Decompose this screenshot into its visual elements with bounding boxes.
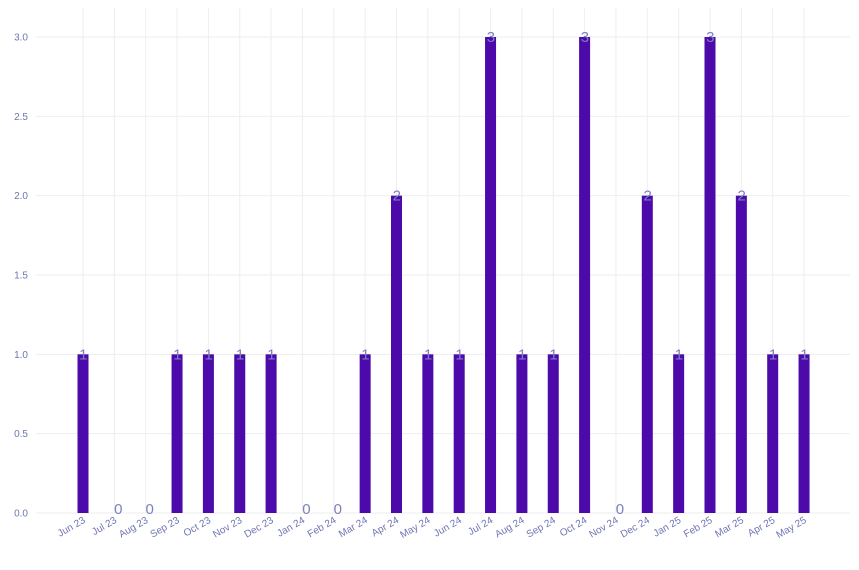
data-label: 2 bbox=[393, 188, 401, 205]
x-tick-label: Aug 23 bbox=[117, 515, 150, 541]
bar bbox=[547, 354, 559, 513]
data-label: 1 bbox=[800, 346, 808, 363]
data-label: 1 bbox=[267, 346, 275, 363]
data-label: 1 bbox=[361, 346, 369, 363]
x-tick-label: Mar 25 bbox=[713, 515, 746, 540]
x-tick-label: Jan 25 bbox=[652, 515, 684, 540]
x-tick-label: Oct 24 bbox=[558, 515, 589, 539]
y-tick-label: 1.0 bbox=[14, 350, 28, 361]
bar bbox=[265, 354, 277, 513]
bar bbox=[735, 195, 747, 513]
data-label: 3 bbox=[581, 29, 589, 46]
data-label: 1 bbox=[79, 346, 87, 363]
bar bbox=[171, 354, 183, 513]
bar bbox=[641, 195, 653, 513]
data-label: 3 bbox=[487, 29, 495, 46]
data-label: 1 bbox=[518, 346, 526, 363]
bar bbox=[77, 354, 89, 513]
y-tick-label: 2.0 bbox=[14, 191, 28, 202]
x-tick-label: Apr 25 bbox=[746, 515, 777, 539]
bar bbox=[359, 354, 371, 513]
data-label: 1 bbox=[173, 346, 181, 363]
data-label: 0 bbox=[146, 501, 154, 518]
data-label: 1 bbox=[549, 346, 557, 363]
bar bbox=[391, 195, 402, 513]
data-label: 3 bbox=[706, 29, 714, 46]
data-label: 0 bbox=[334, 501, 342, 518]
x-tick-label: Dec 23 bbox=[243, 515, 276, 541]
bars bbox=[77, 37, 810, 513]
x-tick-label: Sep 24 bbox=[525, 515, 558, 541]
x-tick-label: Jan 24 bbox=[275, 515, 307, 540]
y-tick-label: 0.0 bbox=[14, 509, 28, 520]
x-tick-label: Feb 24 bbox=[306, 515, 339, 540]
data-label: 1 bbox=[675, 346, 683, 363]
data-label: 1 bbox=[236, 346, 244, 363]
x-tick-label: Aug 24 bbox=[493, 515, 526, 541]
data-label: 1 bbox=[769, 346, 777, 363]
data-label: 1 bbox=[424, 346, 432, 363]
x-tick-label: Jun 24 bbox=[432, 515, 464, 540]
x-tick-label: Jun 23 bbox=[56, 515, 88, 540]
bar bbox=[202, 354, 214, 513]
x-tick-label: May 24 bbox=[398, 515, 432, 541]
data-label: 0 bbox=[302, 501, 310, 518]
bar bbox=[767, 354, 779, 513]
x-tick-label: Nov 24 bbox=[588, 515, 621, 541]
x-tick-label: Jul 23 bbox=[90, 515, 119, 538]
bar bbox=[798, 354, 810, 513]
bar bbox=[453, 354, 465, 513]
x-tick-label: Mar 24 bbox=[337, 515, 370, 540]
y-axis: 0.0 0.5 1.0 1.5 2.0 2.5 3.0 bbox=[14, 33, 28, 520]
bar bbox=[422, 354, 434, 513]
data-labels: 1 0 0 1 1 1 1 0 0 1 2 1 1 3 1 1 3 0 2 1 3 2 1 1 bbox=[79, 29, 808, 518]
x-tick-label: Dec 24 bbox=[619, 515, 652, 541]
data-label: 0 bbox=[616, 501, 624, 518]
x-tick-label: Nov 23 bbox=[211, 515, 244, 541]
bar bbox=[516, 354, 528, 513]
bar bbox=[485, 37, 497, 513]
grid-lines bbox=[36, 8, 850, 514]
data-label: 1 bbox=[455, 346, 463, 363]
x-tick-label: Feb 25 bbox=[682, 515, 715, 540]
data-label: 2 bbox=[643, 188, 651, 205]
y-tick-label: 0.5 bbox=[14, 429, 28, 440]
x-tick-label: Apr 24 bbox=[370, 515, 401, 539]
data-label: 2 bbox=[738, 188, 746, 205]
x-tick-label: Jul 24 bbox=[466, 515, 495, 538]
bar bbox=[579, 37, 591, 513]
y-tick-label: 3.0 bbox=[14, 33, 28, 44]
bar bbox=[704, 37, 716, 513]
data-label: 1 bbox=[205, 346, 213, 363]
data-label: 0 bbox=[114, 501, 122, 518]
x-tick-label: May 25 bbox=[775, 515, 809, 541]
bar bbox=[673, 354, 685, 513]
x-tick-label: Sep 23 bbox=[149, 515, 182, 541]
y-tick-label: 1.5 bbox=[14, 271, 28, 282]
x-tick-label: Oct 23 bbox=[182, 515, 213, 539]
bar bbox=[234, 354, 246, 513]
y-tick-label: 2.5 bbox=[14, 112, 28, 123]
